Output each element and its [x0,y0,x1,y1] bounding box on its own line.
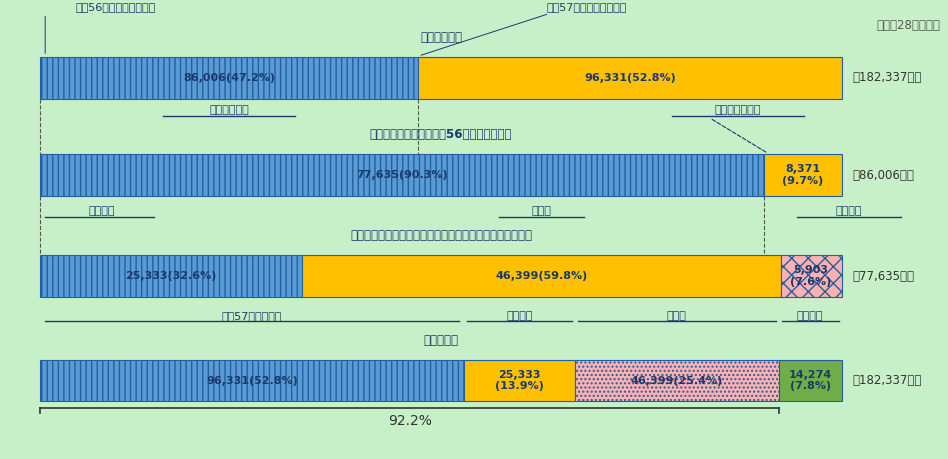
Text: （182,337棟）: （182,337棟） [853,71,922,84]
Bar [464,360,575,402]
Text: 「耲震診断実施結果と耲震改修の現状（耲震診断実施）」: 「耲震診断実施結果と耲震改修の現状（耲震診断実施）」 [350,229,532,242]
Text: 25,333(32.6%): 25,333(32.6%) [125,271,217,281]
Text: （182,337棟）: （182,337棟） [853,374,922,387]
Text: 改修済: 改修済 [667,311,687,320]
Text: （77,635棟）: （77,635棟） [853,270,915,283]
Bar [41,360,464,402]
Bar [41,57,418,99]
Text: 77,635(90.3%): 77,635(90.3%) [356,170,447,180]
Text: （平成28年度末）: （平成28年度末） [877,19,940,32]
Bar [418,57,842,99]
Bar [301,255,780,297]
Bar [41,255,301,297]
Text: 「耲震診断実施率（昭和56年以前建築）」: 「耲震診断実施率（昭和56年以前建築）」 [370,129,512,141]
Text: 耲震性有: 耲震性有 [506,311,533,320]
Text: 改修済: 改修済 [531,206,551,216]
Text: （86,006棟）: （86,006棟） [853,169,915,182]
Text: 5,903
(7.6%): 5,903 (7.6%) [791,265,831,287]
Text: 46,399(59.8%): 46,399(59.8%) [495,271,588,281]
Text: 「耲震率」: 「耲震率」 [424,334,459,347]
Bar [779,360,842,402]
Bar [41,154,763,196]
Text: 改修未定: 改修未定 [797,311,824,320]
Text: 耲震性有: 耲震性有 [88,206,115,216]
Text: 耲震診断未実施: 耲震診断未実施 [715,105,761,115]
Text: 改修未定: 改修未定 [836,206,863,216]
Bar [780,255,842,297]
Text: 46,399(25.4%): 46,399(25.4%) [630,375,723,386]
Text: 耲震診断実施: 耲震診断実施 [210,105,248,115]
Text: 92.2%: 92.2% [388,414,431,428]
Text: 昭和57年以降建築: 昭和57年以降建築 [222,311,283,320]
Text: 96,331(52.8%): 96,331(52.8%) [584,73,676,83]
Bar [575,360,779,402]
Text: 昭和56年以前建築の棟数: 昭和56年以前建築の棟数 [76,2,156,12]
Bar [763,154,842,196]
Text: 25,333
(13.9%): 25,333 (13.9%) [495,370,544,392]
Text: 86,006(47.2%): 86,006(47.2%) [183,73,276,83]
Text: 昭和57年以降建築の棟数: 昭和57年以降建築の棟数 [547,2,628,12]
Text: 14,274
(7.8%): 14,274 (7.8%) [789,370,831,392]
Text: 96,331(52.8%): 96,331(52.8%) [207,375,298,386]
Text: 「建築年次」: 「建築年次」 [420,31,462,44]
Text: 8,371
(9.7%): 8,371 (9.7%) [782,164,823,186]
